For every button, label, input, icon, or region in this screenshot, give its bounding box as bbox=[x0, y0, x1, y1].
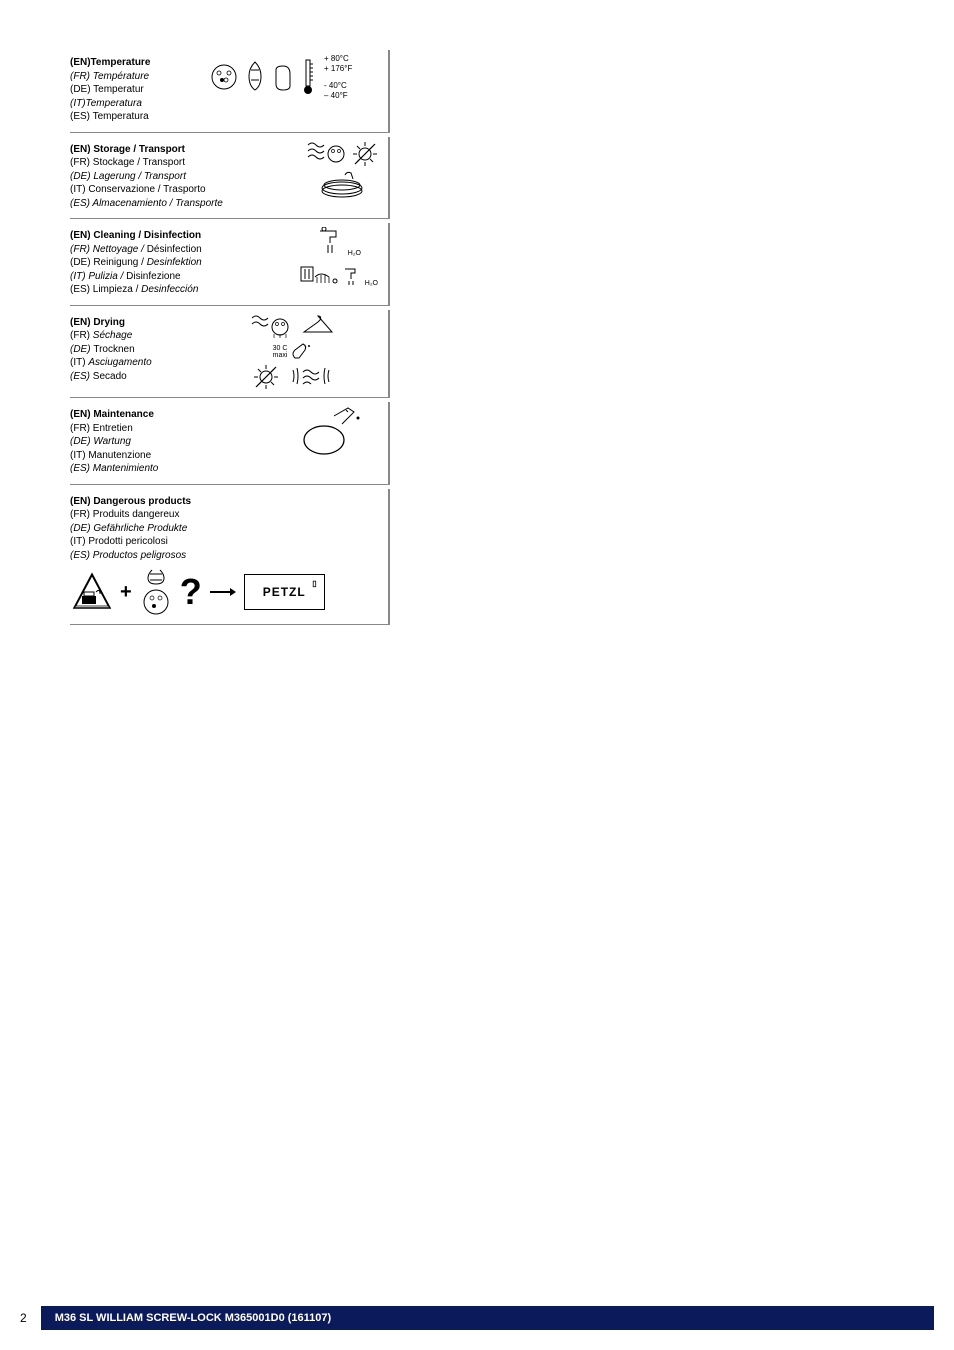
label-es: (ES) Almacenamiento / Transporte bbox=[70, 197, 384, 211]
label-fr-a: (FR) Nettoyage / bbox=[70, 244, 147, 255]
question-mark: ? bbox=[180, 576, 202, 608]
label-fr-b: Séchage bbox=[93, 330, 132, 341]
drying-icons: 30 C maxi bbox=[250, 314, 336, 390]
label-it-b: Asciugamento bbox=[88, 357, 151, 368]
sun-crossed-icon bbox=[352, 141, 378, 167]
harness-icon bbox=[244, 60, 266, 94]
hanger-icon bbox=[300, 314, 336, 340]
warning-triangle-icon bbox=[70, 570, 114, 614]
section-storage: (EN) Storage / Transport (FR) Stockage /… bbox=[70, 137, 390, 220]
h2o-label-1: H₂O bbox=[348, 250, 361, 257]
drying-max: maxi bbox=[273, 352, 288, 359]
label-es-b: Secado bbox=[93, 371, 127, 382]
cleaning-icons: H₂O H₂O bbox=[299, 227, 378, 287]
label-es: (ES) Mantenimiento bbox=[70, 462, 384, 476]
temp-high-c: + 80°C bbox=[324, 54, 352, 64]
section-temperature: (EN)Temperature (FR) Température (DE) Te… bbox=[70, 50, 390, 133]
label-de-b: Trocknen bbox=[93, 344, 134, 355]
shoe-icon bbox=[272, 60, 294, 94]
label-it-b: Disinfezione bbox=[126, 271, 180, 282]
drying-temp-block: 30 C maxi bbox=[273, 345, 288, 359]
drying-labels: (EN) Drying (FR) Séchage (DE) Trocknen (… bbox=[70, 316, 384, 384]
label-es: (ES) Temperatura bbox=[70, 110, 384, 124]
label-de: (DE) Gefährliche Produkte bbox=[70, 522, 384, 536]
petzl-text: PETZL bbox=[263, 585, 306, 599]
carabiner-icon bbox=[210, 60, 238, 94]
tap-icon bbox=[316, 227, 344, 257]
section-dangerous: (EN) Dangerous products (FR) Produits da… bbox=[70, 489, 390, 626]
section-maintenance: (EN) Maintenance (FR) Entretien (DE) War… bbox=[70, 402, 390, 485]
wet-items-icon bbox=[250, 314, 290, 340]
brush-icon bbox=[299, 261, 339, 287]
heat-wave-icon bbox=[289, 364, 333, 390]
h2o-label-2: H₂O bbox=[365, 280, 378, 287]
label-es: (ES) Productos peligrosos bbox=[70, 549, 384, 563]
plus-sign: + bbox=[120, 581, 132, 604]
maintenance-icons bbox=[298, 406, 368, 456]
label-es-b: Desinfección bbox=[141, 284, 198, 295]
temperature-icons: + 80°C + 176°F - 40°C – 40°F bbox=[210, 54, 352, 100]
label-de-a: (DE) Reinigung / bbox=[70, 257, 147, 268]
label-en: (EN) Dangerous products bbox=[70, 495, 384, 509]
label-it-a: (IT) bbox=[70, 357, 88, 368]
label-es-a: (ES) bbox=[70, 371, 93, 382]
bag-icon bbox=[317, 171, 367, 199]
arrow-icon bbox=[208, 586, 238, 598]
temp-low-c: - 40°C bbox=[324, 81, 352, 91]
section-drying: (EN) Drying (FR) Séchage (DE) Trocknen (… bbox=[70, 310, 390, 399]
oil-carabiner-icon bbox=[298, 406, 368, 456]
label-es-a: (ES) Limpieza / bbox=[70, 284, 141, 295]
label-fr-b: Désinfection bbox=[147, 244, 202, 255]
temp-low-f: – 40°F bbox=[324, 91, 352, 101]
label-it: (IT) Prodotti pericolosi bbox=[70, 535, 384, 549]
label-it-a: (IT) Pulizia / bbox=[70, 271, 126, 282]
label-fr-a: (FR) bbox=[70, 330, 93, 341]
label-de-b: Desinfektion bbox=[147, 257, 202, 268]
storage-icons bbox=[306, 141, 378, 199]
equipment-stack-icon bbox=[138, 568, 174, 616]
content-column: (EN)Temperature (FR) Température (DE) Te… bbox=[70, 50, 390, 629]
page-number: 2 bbox=[20, 1311, 27, 1325]
footer-bar: M36 SL WILLIAM SCREW-LOCK M365001D0 (161… bbox=[41, 1306, 934, 1330]
temp-high-f: + 176°F bbox=[324, 64, 352, 74]
tap-small-icon bbox=[343, 267, 361, 287]
moisture-icon bbox=[306, 141, 346, 167]
temp-range-labels: + 80°C + 176°F - 40°C – 40°F bbox=[324, 54, 352, 100]
label-fr: (FR) Produits dangereux bbox=[70, 508, 384, 522]
drying-temp: 30 C bbox=[273, 345, 288, 352]
petzl-corner: ▯ bbox=[312, 579, 317, 588]
label-en: (EN) Drying bbox=[70, 316, 384, 330]
section-cleaning: (EN) Cleaning / Disinfection (FR) Nettoy… bbox=[70, 223, 390, 306]
sun-crossed-icon bbox=[253, 364, 279, 390]
petzl-box: ▯ PETZL bbox=[244, 574, 325, 610]
thermometer-small-icon bbox=[291, 342, 313, 362]
label-de-a: (DE) bbox=[70, 344, 93, 355]
page-footer: 2 M36 SL WILLIAM SCREW-LOCK M365001D0 (1… bbox=[20, 1306, 934, 1330]
thermometer-icon bbox=[300, 58, 316, 96]
dangerous-labels: (EN) Dangerous products (FR) Produits da… bbox=[70, 495, 384, 563]
dangerous-illustration: + ? ▯ PETZL bbox=[70, 568, 384, 616]
